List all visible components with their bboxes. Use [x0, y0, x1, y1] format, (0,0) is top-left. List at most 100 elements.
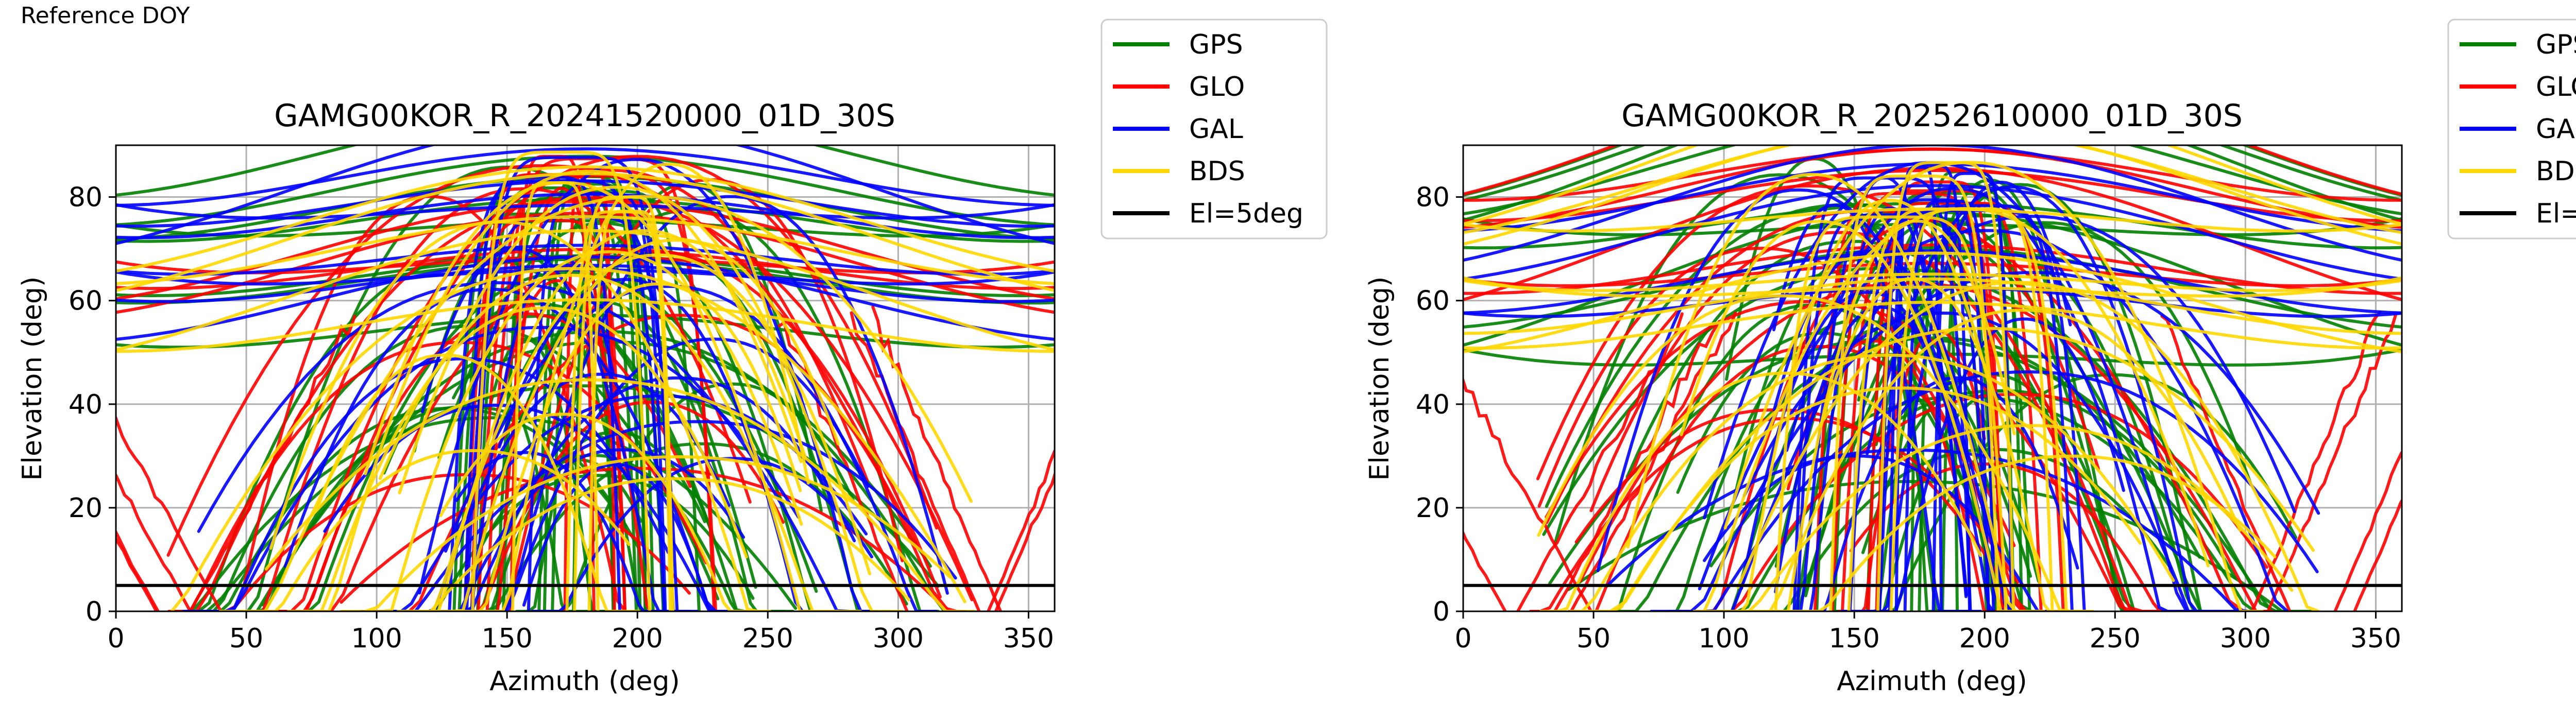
- legend-label: BDS: [2536, 156, 2576, 187]
- legend: GPS GLO GAL BDS El=5deg: [2447, 19, 2576, 239]
- track-bds: [1574, 386, 2142, 611]
- track-bds: [170, 267, 967, 611]
- track-gal: [1866, 185, 2227, 611]
- track-bds: [116, 215, 1055, 285]
- track-gps: [174, 407, 628, 611]
- track-gps: [1463, 246, 2402, 329]
- legend-label: GAL: [1189, 114, 1243, 145]
- x-tick-label: 200: [612, 623, 663, 654]
- plot-frame: [1462, 144, 2403, 612]
- chart-title: GAMG00KOR_R_20252610000_01D_30S: [1621, 98, 2243, 134]
- track-gps: [1463, 145, 2402, 216]
- track-bds: [1463, 276, 2402, 298]
- track-bds: [1626, 173, 2025, 611]
- track-gal: [455, 451, 692, 611]
- track-gal: [182, 325, 800, 611]
- y-axis-label: Elevation (deg): [17, 277, 48, 481]
- x-tick-label: 200: [1959, 623, 2010, 654]
- track-bds: [450, 282, 802, 611]
- track-bds: [471, 150, 652, 611]
- track-gal: [116, 145, 1055, 245]
- track-bds: [116, 172, 1055, 293]
- track-bds: [264, 378, 976, 611]
- y-tick-label: 40: [69, 389, 103, 420]
- track-glo: [994, 470, 1055, 611]
- track-bds: [1774, 215, 2008, 611]
- x-axis-label: Azimuth (deg): [489, 666, 680, 697]
- track-bds: [1700, 198, 1990, 611]
- legend-label: El=5deg: [2536, 198, 2576, 229]
- track-glo: [1463, 168, 2402, 222]
- track-gal: [1878, 204, 2074, 611]
- track-glo: [1463, 147, 2402, 202]
- x-axis-label: Azimuth (deg): [1837, 666, 2027, 697]
- track-bds: [302, 306, 748, 611]
- track-bds: [1738, 308, 2242, 611]
- track-bds: [1463, 145, 2402, 234]
- y-tick-label: 0: [86, 596, 103, 627]
- track-glo: [1463, 145, 2402, 196]
- track-bds: [1692, 207, 2210, 611]
- track-gal: [1742, 311, 2240, 611]
- track-bds: [286, 169, 803, 611]
- x-tick-label: 0: [107, 623, 124, 654]
- track-gal: [1463, 184, 2402, 281]
- track-bds: [1463, 272, 2402, 293]
- track-glo: [116, 415, 223, 611]
- x-tick-label: 250: [742, 623, 793, 654]
- track-bds: [1736, 424, 2294, 611]
- legend-label: GPS: [1189, 29, 1243, 60]
- y-tick-label: 20: [69, 493, 103, 524]
- legend-label: BDS: [1189, 156, 1245, 187]
- track-gps: [413, 246, 671, 611]
- track-gps: [1463, 145, 2402, 222]
- track-glo: [116, 472, 192, 611]
- track-gal: [1774, 305, 1994, 611]
- track-bds: [116, 298, 1055, 353]
- track-bds: [218, 195, 973, 611]
- track-gal: [1703, 454, 2069, 611]
- x-tick-label: 50: [229, 623, 263, 654]
- y-tick-label: 60: [1416, 286, 1450, 317]
- track-glo: [1553, 320, 1721, 611]
- satellite-tracks: [1463, 145, 2402, 611]
- chart-panel-2: GAMG00KOR_R_20252610000_01D_30S Elevatio…: [1364, 19, 2576, 697]
- y-tick-label: 80: [1416, 182, 1450, 213]
- y-tick-label: 60: [69, 286, 103, 317]
- legend-label: GPS: [2536, 29, 2576, 60]
- y-tick-label: 40: [1416, 389, 1450, 420]
- track-gal: [1605, 448, 2264, 611]
- track-bds: [116, 165, 1055, 273]
- x-tick-label: 150: [1829, 623, 1880, 654]
- track-gps: [1463, 348, 2402, 367]
- y-axis-label: Elevation (deg): [1364, 277, 1395, 481]
- x-tick-label: 350: [1003, 623, 1054, 654]
- track-gal: [1463, 145, 2402, 262]
- track-bds: [116, 229, 1055, 352]
- x-tick-label: 100: [351, 623, 402, 654]
- track-bds: [439, 413, 772, 611]
- y-tick-label: 0: [1433, 596, 1450, 627]
- y-tick-label: 80: [69, 182, 103, 213]
- track-bds: [587, 210, 672, 611]
- legend: GPS GLO GAL BDS El=5deg: [1100, 19, 1328, 239]
- track-glo: [1463, 375, 1593, 611]
- track-bds: [1723, 161, 2264, 611]
- legend-label: El=5deg: [1189, 198, 1303, 229]
- track-gal: [1463, 249, 2402, 315]
- legend-label: GLO: [2536, 72, 2576, 102]
- track-gps: [1463, 145, 2402, 202]
- y-tick-label: 20: [1416, 493, 1450, 524]
- track-glo: [850, 311, 981, 611]
- track-gal: [1772, 203, 1982, 611]
- chart-panel-1: GAMG00KOR_R_20241520000_01D_30S Elevatio…: [17, 19, 1328, 697]
- x-tick-label: 150: [482, 623, 533, 654]
- track-bds: [1539, 371, 1982, 611]
- track-glo: [1463, 243, 2402, 295]
- chart-title: GAMG00KOR_R_20241520000_01D_30S: [274, 98, 895, 134]
- track-gal: [283, 287, 726, 611]
- track-glo: [116, 536, 158, 611]
- track-bds: [1463, 300, 2402, 350]
- track-glo: [1463, 529, 1507, 611]
